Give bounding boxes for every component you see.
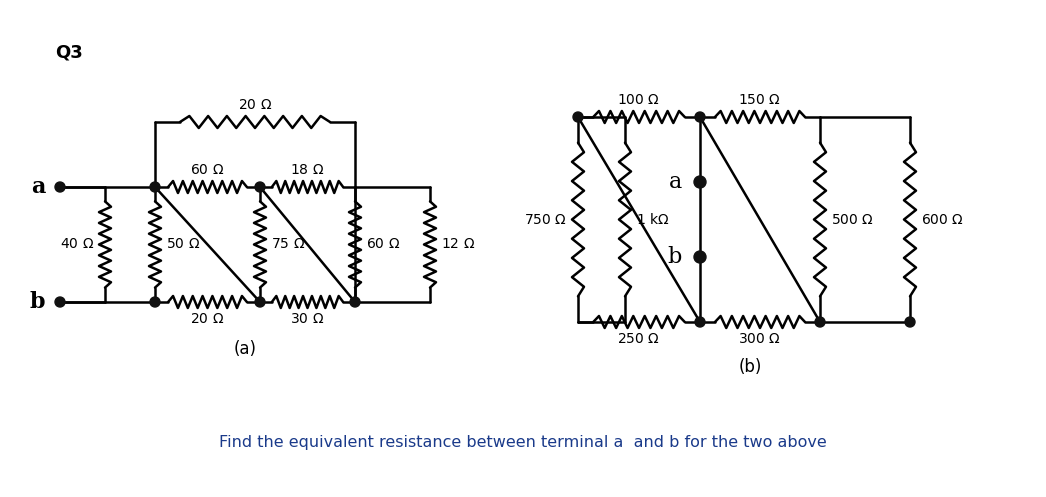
Text: 500 $\Omega$: 500 $\Omega$ [831, 213, 874, 227]
Text: a: a [668, 171, 682, 193]
Circle shape [350, 297, 360, 307]
Text: 600 $\Omega$: 600 $\Omega$ [920, 213, 964, 227]
Text: 75 $\Omega$: 75 $\Omega$ [271, 238, 305, 251]
Text: 100 $\Omega$: 100 $\Omega$ [617, 93, 660, 107]
Circle shape [695, 112, 705, 122]
Text: 150 $\Omega$: 150 $\Omega$ [738, 93, 781, 107]
Text: 20 $\Omega$: 20 $\Omega$ [237, 98, 272, 112]
Circle shape [255, 182, 265, 192]
Circle shape [255, 297, 265, 307]
Text: 60 $\Omega$: 60 $\Omega$ [190, 163, 225, 177]
Text: 18 $\Omega$: 18 $\Omega$ [291, 163, 324, 177]
Text: 40 $\Omega$: 40 $\Omega$ [60, 238, 94, 251]
Circle shape [150, 297, 160, 307]
Text: 12 $\Omega$: 12 $\Omega$ [441, 238, 475, 251]
Text: 60 $\Omega$: 60 $\Omega$ [366, 238, 401, 251]
Circle shape [150, 182, 160, 192]
Text: 750 $\Omega$: 750 $\Omega$ [524, 213, 567, 227]
Text: (a): (a) [233, 340, 256, 358]
Circle shape [815, 317, 825, 327]
Text: b: b [667, 246, 682, 268]
Circle shape [693, 176, 706, 188]
Circle shape [55, 297, 65, 307]
Text: Q3: Q3 [55, 43, 83, 61]
Text: a: a [30, 176, 45, 198]
Text: b: b [29, 291, 45, 313]
Text: 1 k$\Omega$: 1 k$\Omega$ [636, 212, 669, 227]
Circle shape [905, 317, 915, 327]
Text: 30 $\Omega$: 30 $\Omega$ [291, 312, 324, 326]
Text: 250 $\Omega$: 250 $\Omega$ [617, 332, 660, 346]
Text: 20 $\Omega$: 20 $\Omega$ [190, 312, 225, 326]
Circle shape [573, 112, 583, 122]
Text: 50 $\Omega$: 50 $\Omega$ [166, 238, 200, 251]
Circle shape [695, 317, 705, 327]
Circle shape [55, 182, 65, 192]
Text: (b): (b) [738, 358, 761, 376]
Text: 300 $\Omega$: 300 $\Omega$ [738, 332, 781, 346]
Circle shape [693, 251, 706, 263]
Text: Find the equivalent resistance between terminal a  and b for the two above: Find the equivalent resistance between t… [219, 434, 827, 449]
